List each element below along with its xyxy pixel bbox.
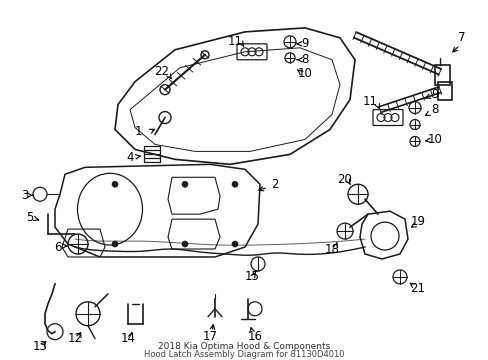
Text: 10: 10 <box>297 67 312 80</box>
Circle shape <box>182 181 187 187</box>
Circle shape <box>182 241 187 247</box>
Text: 4: 4 <box>126 151 134 164</box>
Text: 6: 6 <box>54 240 61 253</box>
Text: 14: 14 <box>120 332 135 345</box>
Text: 3: 3 <box>21 189 29 202</box>
Text: Hood Latch Assembly Diagram for 81130D4010: Hood Latch Assembly Diagram for 81130D40… <box>143 350 344 359</box>
Text: 21: 21 <box>409 282 425 295</box>
Text: 7: 7 <box>457 31 465 44</box>
Text: 16: 16 <box>247 330 262 343</box>
Circle shape <box>112 181 118 187</box>
Text: 11: 11 <box>227 35 242 48</box>
Text: 13: 13 <box>33 340 47 353</box>
Text: 15: 15 <box>244 270 259 283</box>
Text: 8: 8 <box>301 53 308 66</box>
Text: 5: 5 <box>26 211 34 224</box>
Text: 1: 1 <box>134 125 142 138</box>
Text: 9: 9 <box>430 88 438 101</box>
Text: 12: 12 <box>67 332 82 345</box>
Text: 9: 9 <box>301 37 308 50</box>
Text: 11: 11 <box>362 95 377 108</box>
Text: 19: 19 <box>409 215 425 228</box>
Circle shape <box>112 241 118 247</box>
Text: 2018 Kia Optima Hood & Components: 2018 Kia Optima Hood & Components <box>158 342 329 351</box>
Circle shape <box>231 181 238 187</box>
Text: 10: 10 <box>427 133 442 146</box>
Circle shape <box>231 241 238 247</box>
Text: 2: 2 <box>271 178 278 191</box>
Text: 22: 22 <box>154 65 169 78</box>
Text: 8: 8 <box>430 103 438 116</box>
Text: 17: 17 <box>202 330 217 343</box>
Text: 18: 18 <box>324 243 339 256</box>
Text: 20: 20 <box>337 173 352 186</box>
